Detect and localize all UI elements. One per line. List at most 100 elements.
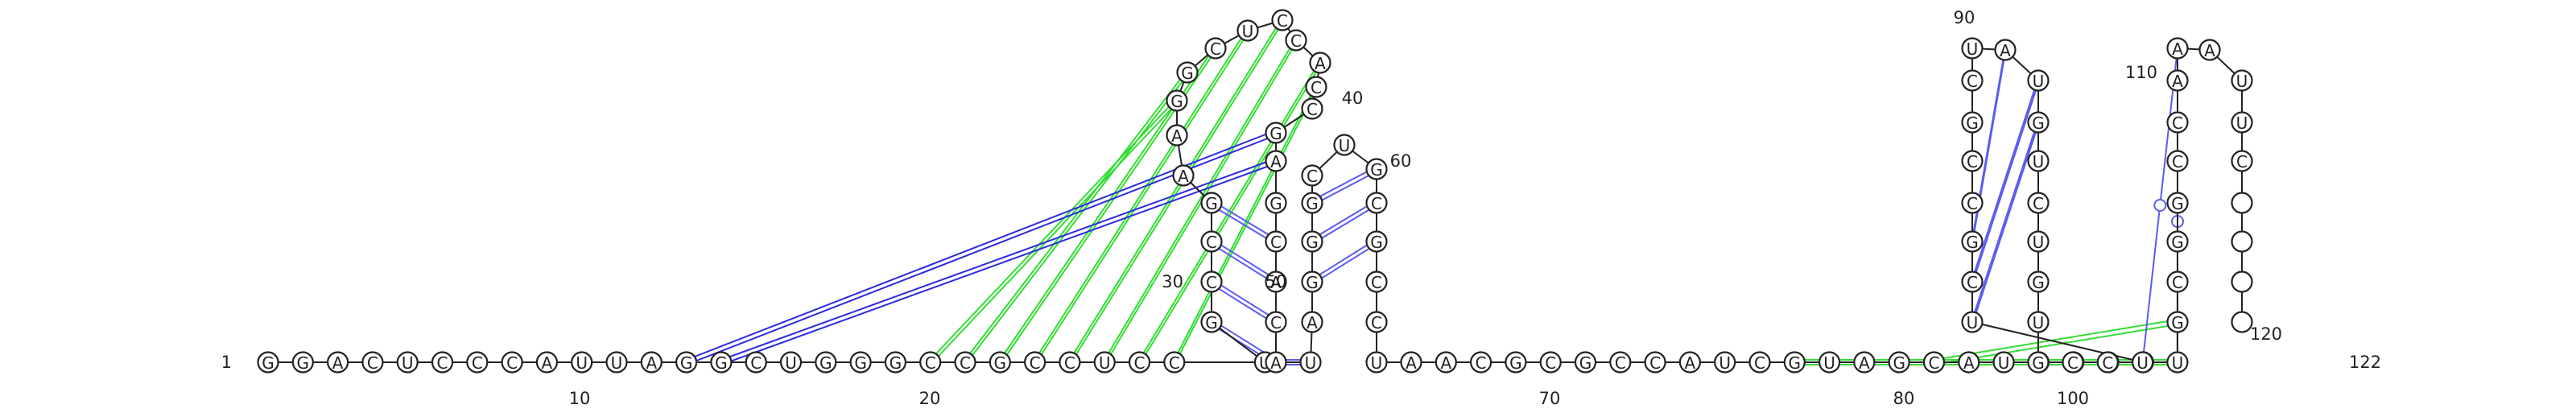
nucleotide: C: [956, 353, 976, 374]
nucleotide-letter: U: [2136, 353, 2149, 373]
nucleotide-letter: A: [1963, 353, 1975, 373]
nucleotide: C: [1367, 193, 1387, 214]
nucleotide-letter: U: [1099, 353, 1111, 373]
nucleotide: G: [990, 353, 1010, 374]
nucleotide-letter: C: [1929, 353, 1940, 373]
nucleotide: G: [676, 353, 696, 374]
nucleotide: G: [851, 353, 871, 374]
nucleotide-letter: U: [576, 353, 588, 373]
nucleotide: G: [2168, 193, 2188, 214]
nucleotide: C: [1963, 151, 1983, 172]
nucleotide-letter: U: [1242, 22, 1254, 41]
position-label: 30: [1162, 272, 1183, 291]
nucleotide-letter: U: [402, 353, 414, 373]
nucleotide: C: [1367, 272, 1387, 293]
nucleotide-letter: C: [1270, 313, 1282, 332]
nucleotide-letter: G: [1306, 233, 1319, 252]
nucleotide-letter: G: [1370, 233, 1383, 252]
nucleotide: A: [1854, 353, 1874, 374]
nucleotide-letter: G: [262, 353, 275, 373]
nucleotide: C: [1645, 353, 1666, 374]
nucleotide-letter: G: [297, 353, 310, 373]
nucleotide-letter: U: [2033, 313, 2045, 332]
nucleotide-letter: G: [2032, 273, 2045, 292]
nucleotide-letter: G: [1579, 353, 1592, 373]
nucleotide: G: [1785, 353, 1805, 374]
nucleotide-letter: A: [1859, 353, 1870, 373]
nucleotide-letter: C: [2067, 353, 2079, 373]
nucleotide: C: [1302, 99, 1323, 120]
nucleotide-letter: A: [2204, 41, 2215, 60]
nucleotide-letter: U: [1719, 353, 1731, 373]
nucleotide: [2232, 272, 2252, 292]
nucleotide-letter: C: [1754, 353, 1765, 373]
nucleotide: A: [1680, 353, 1700, 374]
nucleotide-letter: G: [1205, 313, 1218, 332]
position-label: 10: [569, 389, 591, 408]
nucleotide-letter: U: [2033, 152, 2045, 171]
nucleotide-letter: G: [1181, 64, 1194, 83]
nucleotide: C: [2168, 151, 2188, 172]
position-label: 120: [2250, 324, 2282, 344]
nucleotide: U: [1238, 21, 1258, 42]
nucleotide-letter: C: [1290, 31, 1302, 51]
nucleotide: G: [1505, 353, 1525, 374]
pseudoknot-pair-line: [931, 103, 1177, 365]
base-pair-layer: [687, 18, 2183, 365]
nucleotide: A: [1436, 353, 1456, 374]
nucleotide: C: [1202, 272, 1222, 293]
nucleotide: G: [1302, 272, 1323, 293]
nucleotide-letter: C: [367, 353, 378, 373]
position-label: 50: [1265, 272, 1287, 291]
nucleotide: G: [2029, 353, 2049, 374]
position-label: 60: [1390, 151, 1412, 171]
nucleotide: C: [920, 353, 940, 374]
nucleotide-letter: U: [2236, 72, 2248, 91]
nucleotide-letter: C: [960, 353, 971, 373]
nucleotide: C: [502, 353, 522, 374]
nucleotide-letter: U: [611, 353, 623, 373]
nucleotide-letter: A: [2172, 72, 2183, 91]
nucleotide-letter: U: [785, 353, 797, 373]
gu-pair-marker: [2154, 200, 2165, 211]
nucleotide-letter: C: [1206, 233, 1217, 252]
nucleotide: C: [1025, 353, 1045, 374]
nucleotide: U: [2167, 353, 2187, 374]
nucleotide: C: [1471, 353, 1491, 374]
nucleotide: G: [2029, 272, 2049, 293]
nucleotide-letter: U: [2033, 72, 2045, 91]
nucleotide-letter: A: [1406, 353, 1417, 373]
nucleotide-letter: A: [542, 353, 553, 373]
nucleotide: A: [642, 353, 662, 374]
nucleotide-letter: C: [1307, 100, 1318, 119]
nucleotide: C: [1307, 77, 1327, 98]
nucleotide: C: [1266, 232, 1286, 253]
nucleotide-letter: C: [1064, 353, 1075, 373]
nucleotide-letter: G: [1966, 114, 1979, 133]
nucleotide-letter: G: [994, 353, 1007, 373]
nucleotide-letter: U: [2172, 353, 2184, 373]
nucleotide-letter: U: [2033, 233, 2045, 252]
nucleotide-letter: A: [1307, 313, 1318, 332]
nucleotide-letter: C: [437, 353, 448, 373]
nucleotide-letter: C: [1206, 273, 1217, 292]
nucleotide: G: [1575, 353, 1596, 374]
nucleotide: G: [293, 353, 313, 374]
nucleotide-letter: G: [1205, 194, 1218, 213]
nucleotide-letter: G: [2171, 313, 2184, 332]
nucleotide: U: [1819, 353, 1839, 374]
nucleotide-letter: C: [1967, 152, 1978, 171]
nucleotide-letter: C: [1545, 353, 1556, 373]
nucleotide: C: [1273, 10, 1293, 31]
nucleotide-letter: A: [1440, 353, 1451, 373]
nucleotide: U: [1095, 353, 1115, 374]
position-label: 70: [1539, 389, 1561, 408]
nucleotide: U: [1963, 312, 1983, 333]
nucleotide-letter: G: [890, 353, 902, 373]
nucleotide: C: [1610, 353, 1630, 374]
nucleotide-letter: G: [1269, 194, 1282, 213]
nucleotide-letter: C: [1311, 78, 1322, 97]
position-label: 90: [1954, 8, 1975, 27]
